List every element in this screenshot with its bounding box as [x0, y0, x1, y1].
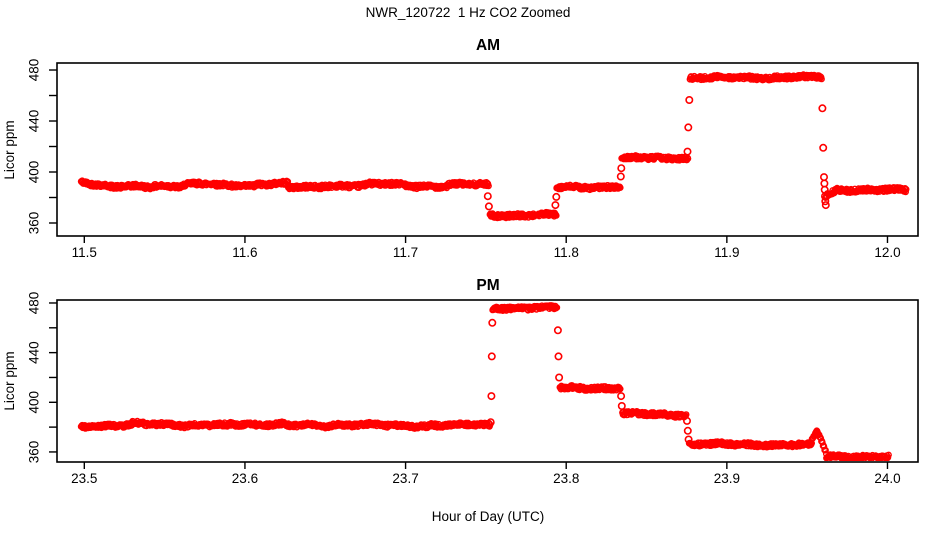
y-tick-label: 400: [27, 161, 42, 184]
pm-y-axis: 360 400 440 480: [27, 292, 57, 463]
transition-data-point: [484, 202, 493, 211]
x-tick-label: 23.8: [553, 471, 579, 486]
data-point: [901, 184, 909, 192]
chart-title: NWR_120722 1 Hz CO2 Zoomed: [365, 5, 571, 20]
transition-data-point: [617, 401, 626, 410]
x-tick-label: 24.0: [874, 471, 900, 486]
data-point: [820, 443, 828, 450]
transition-data-point: [682, 416, 691, 425]
pm-panel-title: PM: [476, 277, 500, 294]
data-point: [485, 182, 492, 190]
x-tick-label: 11.6: [232, 245, 257, 260]
pm-points-group: [77, 302, 892, 461]
transition-data-point: [616, 172, 625, 181]
x-tick-label: 23.9: [714, 471, 740, 486]
transition-data-point: [487, 392, 496, 401]
transition-data-point: [820, 179, 829, 188]
y-tick-label: 480: [27, 59, 42, 82]
x-tick-label: 11.9: [714, 245, 739, 260]
transition-data-point: [554, 352, 563, 361]
transition-data-point: [821, 197, 830, 206]
x-tick-label: 11.8: [554, 245, 579, 260]
transition-data-point: [617, 392, 626, 401]
pm-plot-box: [56, 299, 919, 463]
transition-data-point: [685, 96, 694, 105]
am-x-axis: 11.5 11.6 11.7 11.8 11.9 12.0: [72, 236, 901, 260]
data-point: [684, 155, 692, 162]
y-tick-label: 360: [27, 441, 42, 464]
am-points-group: [77, 71, 910, 222]
data-point: [553, 212, 560, 219]
transition-data-point: [684, 123, 693, 132]
x-tick-label: 23.7: [392, 471, 418, 486]
transition-data-point: [819, 173, 828, 182]
transition-data-point: [487, 352, 496, 361]
y-tick-label: 440: [27, 110, 42, 133]
transition-data-point: [486, 418, 495, 427]
y-tick-label: 360: [27, 212, 42, 235]
x-tick-label: 11.5: [72, 245, 97, 260]
x-axis-label: Hour of Day (UTC): [431, 509, 545, 524]
transition-data-point: [483, 192, 492, 201]
x-tick-label: 11.7: [393, 245, 418, 260]
transition-data-point: [818, 104, 827, 113]
transition-data-point: [553, 326, 562, 335]
transition-data-point: [617, 164, 626, 173]
data-point: [885, 451, 892, 459]
data-point: [818, 75, 825, 83]
y-tick-label: 400: [27, 391, 42, 414]
transition-data-point: [821, 201, 830, 210]
pm-x-axis: 23.5 23.6 23.7 23.8 23.9 24.0: [71, 462, 901, 486]
transition-data-point: [820, 192, 829, 201]
data-point: [553, 304, 561, 311]
y-tick-label: 480: [27, 292, 42, 315]
transition-data-point: [551, 201, 560, 210]
x-tick-label: 23.5: [71, 471, 97, 486]
transition-data-point: [552, 192, 561, 201]
y-tick-label: 440: [27, 341, 42, 364]
data-point: [902, 185, 910, 193]
x-tick-label: 12.0: [874, 245, 900, 260]
transition-data-point: [488, 318, 497, 327]
am-panel: 11.5 11.6 11.7 11.8 11.9 12.0 360 400 440 480: [27, 59, 919, 260]
am-plot-box: [56, 62, 919, 237]
data-point: [617, 385, 624, 393]
pm-panel: 23.5 23.6 23.7 23.8 23.9 24.0 360 400 440 480: [27, 292, 919, 486]
transition-data-point: [683, 147, 692, 156]
data-point: [822, 446, 829, 454]
data-point: [902, 188, 910, 196]
transition-data-point: [684, 435, 693, 444]
transition-data-point: [555, 373, 564, 382]
am-panel-title: AM: [475, 37, 501, 54]
data-point: [617, 184, 624, 191]
x-tick-label: 23.6: [232, 471, 258, 486]
transition-data-point: [819, 143, 828, 152]
transition-data-point: [683, 426, 692, 435]
am-y-axis: 360 400 440 480: [27, 59, 57, 235]
